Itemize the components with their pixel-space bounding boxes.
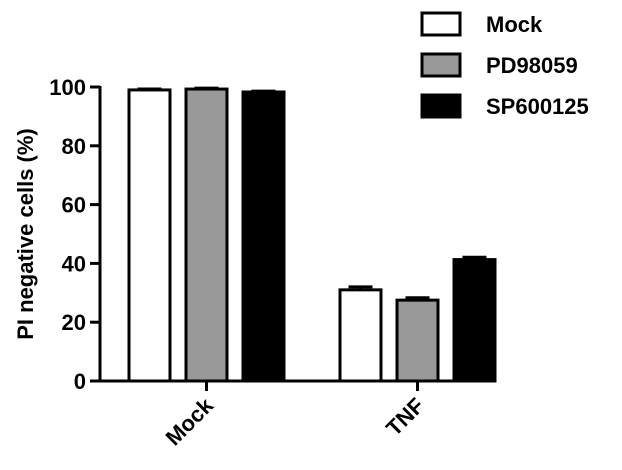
y-tick-label: 0 xyxy=(74,369,86,394)
y-axis-title: PI negative cells (%) xyxy=(13,128,38,340)
legend-label: SP600125 xyxy=(486,94,589,119)
legend-label: PD98059 xyxy=(486,53,578,78)
x-tick-label: Mock xyxy=(161,392,219,450)
bar-sp600125-mock xyxy=(241,90,286,383)
legend-swatch xyxy=(420,93,462,119)
legend-swatch xyxy=(420,11,462,37)
bar-pd98059-tnf xyxy=(395,298,440,383)
legend: Mock PD98059 SP600125 xyxy=(420,11,589,119)
y-tick-label: 60 xyxy=(62,193,86,218)
legend-swatch xyxy=(420,52,462,78)
legend-label: Mock xyxy=(486,12,543,37)
x-tick-label: TNF xyxy=(381,393,429,441)
bars xyxy=(127,86,497,383)
bar-mock-tnf xyxy=(338,288,383,383)
y-tick-label: 100 xyxy=(49,75,86,100)
y-tick-label: 80 xyxy=(62,134,86,159)
y-tick-label: 40 xyxy=(62,251,86,276)
bar-pd98059-mock xyxy=(184,87,229,383)
bar-sp600125-tnf xyxy=(452,258,497,383)
y-tick-label: 20 xyxy=(62,310,86,335)
bar-mock-mock xyxy=(127,88,172,383)
y-tick-labels: 0 20 40 60 80 100 xyxy=(49,75,86,394)
x-tick-labels: Mock TNF xyxy=(161,392,429,450)
